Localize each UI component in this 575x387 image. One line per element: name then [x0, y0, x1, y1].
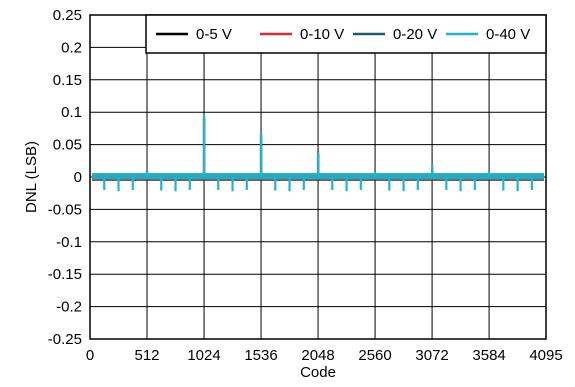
- x-tick-labels: 0 512 1024 1536 2048 2560 3072 3584 4095: [86, 347, 563, 364]
- y-axis-label: DNL (LSB): [23, 141, 40, 213]
- legend-label: 0-40 V: [486, 26, 530, 43]
- y-tick-label: 0: [74, 169, 82, 186]
- x-tick-label: 2048: [301, 347, 334, 364]
- x-tick-label: 4095: [529, 347, 562, 364]
- y-tick-label: -0.25: [48, 331, 82, 348]
- x-tick-label: 0: [86, 347, 94, 364]
- legend-box: [145, 14, 547, 54]
- y-tick-label: 0.25: [53, 7, 82, 24]
- legend-label: 0-5 V: [196, 26, 232, 43]
- y-tick-label: -0.1: [56, 234, 82, 251]
- y-tick-label: -0.2: [56, 299, 82, 316]
- legend: 0-5 V 0-10 V 0-20 V 0-40 V: [145, 14, 547, 54]
- series-0-40v: [92, 114, 544, 192]
- y-tick-label: 0.15: [53, 72, 82, 89]
- x-tick-label: 1536: [244, 347, 277, 364]
- x-tick-label: 3072: [415, 347, 448, 364]
- x-tick-label: 3584: [472, 347, 505, 364]
- legend-label: 0-20 V: [393, 26, 437, 43]
- x-tick-label: 512: [134, 347, 159, 364]
- series-layer: [92, 114, 544, 192]
- y-tick-label: 0.1: [61, 104, 82, 121]
- x-tick-label: 1024: [187, 347, 220, 364]
- x-tick-label: 2560: [358, 347, 391, 364]
- y-tick-label: 0.2: [61, 39, 82, 56]
- y-tick-label: -0.05: [48, 201, 82, 218]
- x-axis-label: Code: [300, 364, 336, 381]
- legend-label: 0-10 V: [300, 26, 344, 43]
- y-tick-label: -0.15: [48, 266, 82, 283]
- y-tick-label: 0.05: [53, 137, 82, 154]
- y-tick-labels: 0.25 0.2 0.15 0.1 0.05 0 -0.05 -0.1 -0.15 -0.2 -0.…: [48, 7, 82, 348]
